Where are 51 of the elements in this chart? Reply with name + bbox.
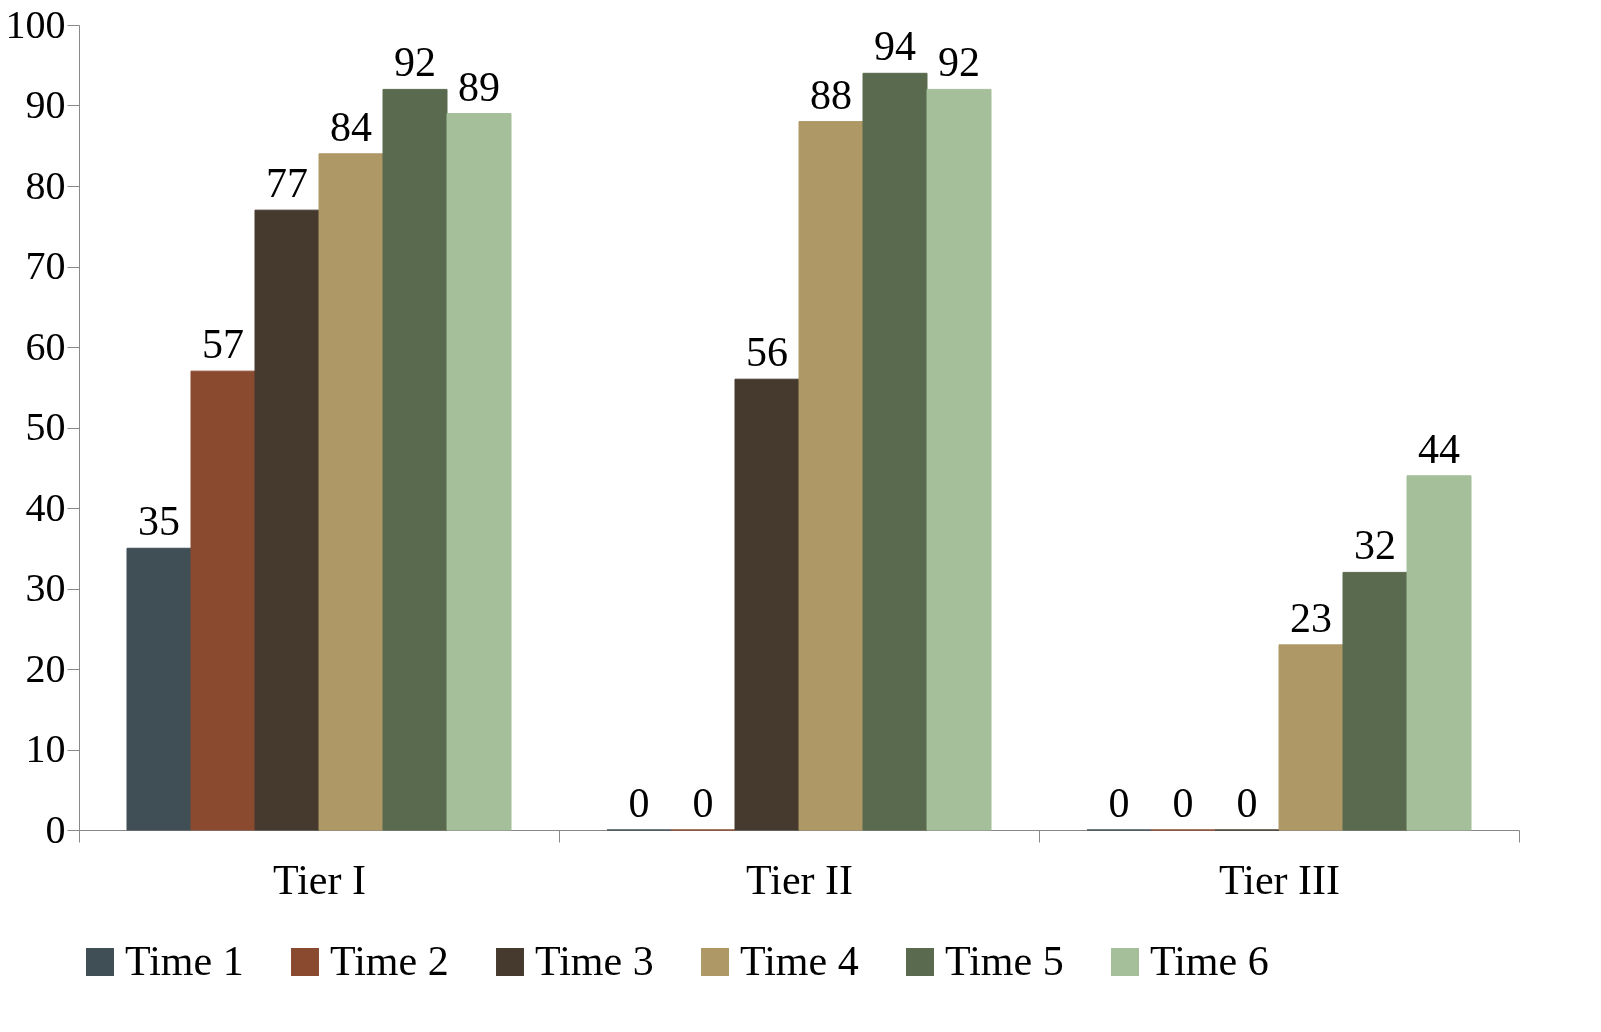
- legend-label: Time 3: [535, 938, 654, 984]
- data-label: 92: [938, 39, 980, 86]
- y-tick-label: 30: [25, 565, 66, 610]
- data-label: 92: [394, 39, 436, 86]
- y-tick-label: 0: [45, 806, 66, 852]
- data-label: 0: [692, 780, 714, 826]
- bar: [382, 88, 448, 831]
- data-label: 44: [1418, 425, 1460, 472]
- y-tick-label: 90: [25, 82, 66, 127]
- bar: [254, 209, 320, 831]
- y-tick-label: 80: [25, 162, 66, 208]
- bar: [798, 121, 864, 831]
- bar: [926, 88, 992, 831]
- data-label: 23: [1290, 594, 1332, 641]
- y-tick-label: 50: [25, 404, 66, 449]
- data-label: 0: [1172, 780, 1194, 826]
- data-label: 56: [746, 329, 788, 376]
- data-label: 94: [874, 23, 916, 70]
- y-tick-label: 100: [5, 1, 66, 47]
- x-tick-label: Tier III: [1219, 856, 1340, 903]
- bar: [734, 378, 800, 831]
- bar: [1342, 571, 1408, 831]
- bar: [318, 153, 384, 831]
- data-label: 32: [1354, 522, 1396, 569]
- bar: [126, 547, 192, 831]
- data-label: 0: [1236, 780, 1258, 826]
- data-label: 84: [330, 103, 372, 150]
- x-tick-label: Tier I: [273, 856, 366, 903]
- data-label: 88: [810, 71, 852, 118]
- data-label: 89: [458, 63, 500, 110]
- x-tick-label: Tier II: [746, 856, 853, 903]
- bar: [190, 370, 256, 831]
- legend-label: Time 5: [945, 938, 1064, 984]
- data-label: 35: [138, 498, 180, 545]
- data-label: 0: [1108, 780, 1130, 826]
- legend-label: Time 6: [1150, 938, 1269, 984]
- bar: [862, 72, 928, 831]
- y-tick-label: 70: [25, 243, 66, 288]
- legend-label: Time 2: [330, 938, 449, 984]
- data-label: 57: [202, 321, 244, 368]
- y-tick-label: 40: [25, 484, 66, 530]
- data-label: 77: [266, 160, 308, 207]
- legend-label: Time 4: [740, 938, 859, 984]
- y-tick-label: 20: [25, 645, 66, 691]
- bar: [446, 113, 512, 831]
- bar: [1406, 475, 1472, 831]
- bar: [1278, 644, 1344, 831]
- legend-label: Time 1: [125, 938, 244, 984]
- y-tick-label: 60: [25, 323, 66, 369]
- y-tick-label: 10: [25, 726, 66, 771]
- data-label: 0: [628, 780, 650, 826]
